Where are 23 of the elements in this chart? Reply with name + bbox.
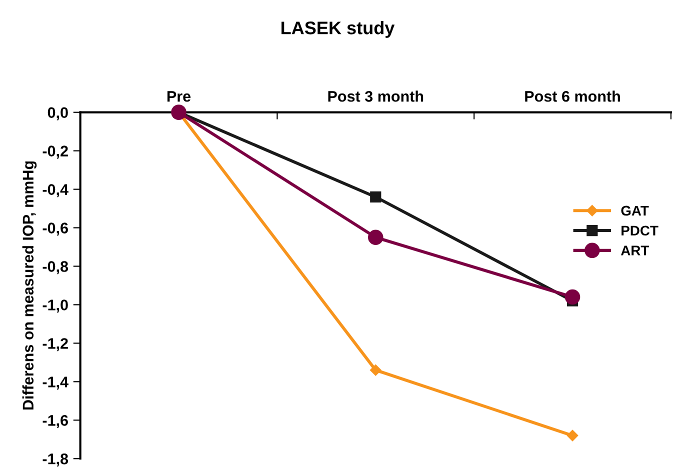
legend-label: GAT bbox=[621, 206, 649, 216]
y-tick-label: -0,8 bbox=[42, 261, 68, 274]
x-tick-label: Post 6 month bbox=[525, 90, 620, 102]
y-tick-label: -0,4 bbox=[42, 184, 68, 198]
y-axis-title: Differens on measured IOP, mmHg bbox=[22, 161, 37, 410]
chart-title: LASEK study bbox=[282, 21, 395, 38]
y-tick-label: -1,2 bbox=[42, 338, 68, 352]
point bbox=[370, 364, 382, 376]
legend-label: PDCT bbox=[622, 226, 658, 236]
y-tick-label: -1,6 bbox=[42, 415, 68, 428]
y-tick-label: -0,6 bbox=[42, 222, 68, 236]
y-tick-label: -1,8 bbox=[42, 454, 68, 467]
legend-label: ART bbox=[620, 246, 650, 256]
point bbox=[566, 430, 578, 442]
y-tick-label: -1,4 bbox=[42, 376, 68, 390]
y-tick-label: -1,0 bbox=[42, 300, 68, 313]
x-tick-label: Pre bbox=[167, 91, 191, 102]
x-tick-label: Post 3 month bbox=[328, 90, 424, 102]
point bbox=[564, 289, 580, 305]
point bbox=[368, 230, 384, 246]
y-tick-label: 0,0 bbox=[48, 107, 68, 120]
y-tick-label: -0,2 bbox=[42, 146, 68, 159]
point bbox=[370, 191, 382, 203]
